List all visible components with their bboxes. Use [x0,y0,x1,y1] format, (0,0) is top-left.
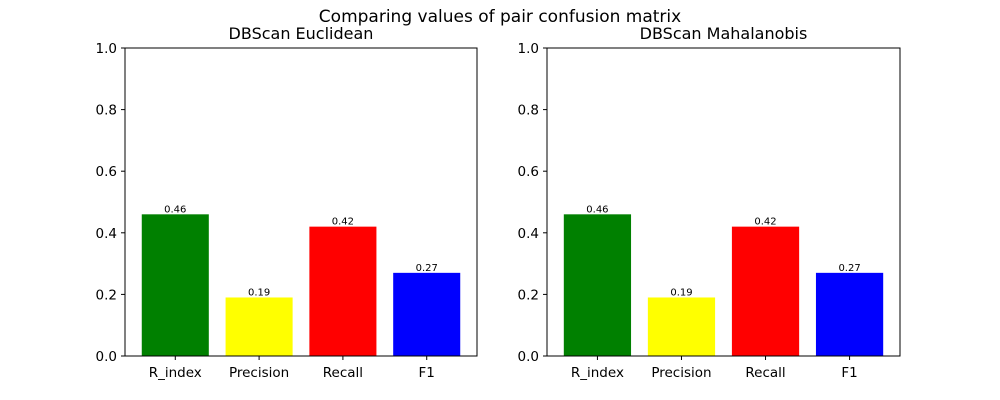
data-label: 0.42 [332,217,354,228]
data-label: 0.19 [248,287,270,298]
data-label: 0.27 [416,263,438,274]
y-tick-label: 0.0 [518,349,539,365]
x-tick-label: Recall [323,365,363,381]
bar-R_index [141,214,209,356]
x-tick-label: R_index [149,365,202,381]
bar-F1 [393,272,461,356]
y-tick-label: 0.8 [96,103,117,119]
data-label: 0.46 [164,204,186,215]
panel-title: DBScan Mahalanobis [640,24,808,43]
bar-R_index [563,214,632,356]
y-tick-label: 0.2 [96,287,117,303]
x-tick-label: Precision [651,365,711,381]
x-tick-label: Recall [745,365,785,381]
data-label: 0.46 [586,204,608,215]
y-tick-label: 1.0 [518,41,539,57]
y-tick-label: 0.6 [518,164,539,180]
x-tick-label: R_index [571,365,624,381]
y-tick-label: 0.0 [96,349,117,365]
y-tick-label: 0.4 [518,226,539,242]
chart-panel-1: DBScan Euclidean 0.46 R_index 0.19 Precision… [96,24,478,381]
x-tick-label: Precision [229,365,289,381]
bar-Recall [309,226,377,356]
y-tick-label: 1.0 [96,41,117,57]
data-label: 0.19 [670,287,692,298]
bar-F1 [815,272,884,356]
x-tick-label: F1 [419,365,435,381]
data-label: 0.27 [838,263,860,274]
panel-title: DBScan Euclidean [229,24,374,43]
y-tick-label: 0.8 [518,103,539,119]
y-tick-label: 0.2 [518,287,539,303]
y-tick-label: 0.4 [96,226,117,242]
chart-panel-2: DBScan Mahalanobis 0.46 R_index 0.19 Precisi… [518,24,901,381]
bar-Recall [731,226,800,356]
axes-frame [546,47,901,357]
bar-Precision [647,297,716,356]
data-label: 0.42 [754,217,776,228]
bar-Precision [225,297,293,356]
axes-frame [124,47,478,357]
y-tick-label: 0.6 [96,164,117,180]
figure-title: Comparing values of pair confusion matri… [319,7,681,27]
x-tick-label: F1 [841,365,857,381]
